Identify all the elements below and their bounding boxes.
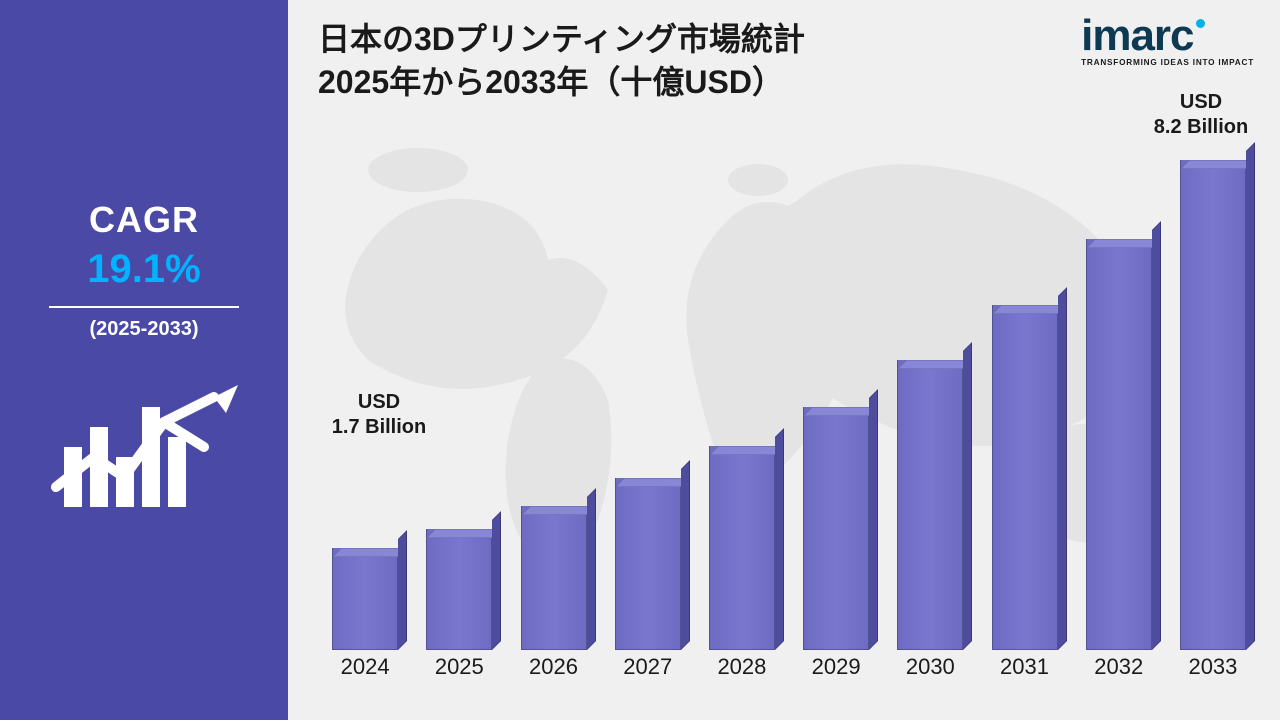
bar [992, 305, 1058, 650]
bar [521, 506, 587, 650]
x-axis-label: 2030 [883, 654, 977, 686]
title-line-1: 日本の3Dプリンティング市場統計 [318, 18, 805, 61]
callout-last-line2: 8.2 Billion [1136, 115, 1266, 140]
bar-slot [695, 446, 789, 650]
cagr-value: 19.1% [87, 247, 200, 292]
x-axis-label: 2029 [789, 654, 883, 686]
bar-slot [789, 407, 883, 650]
cagr-range: (2025-2033) [90, 318, 199, 341]
bar [1086, 239, 1152, 650]
bar [1180, 160, 1246, 650]
callout-last-line1: USD [1136, 90, 1266, 115]
bar-slot [601, 478, 695, 650]
bar-slot [506, 506, 600, 650]
bar-slot [1072, 239, 1166, 650]
title-line-2: 2025年から2033年（十億USD） [318, 61, 805, 104]
x-axis-label: 2031 [977, 654, 1071, 686]
bar-slot [1166, 160, 1260, 650]
x-axis-label: 2032 [1072, 654, 1166, 686]
chart-title: 日本の3Dプリンティング市場統計 2025年から2033年（十億USD） [318, 18, 805, 104]
x-axis-label: 2028 [695, 654, 789, 686]
bar [897, 360, 963, 650]
brand-logo: imarc TRANSFORMING IDEAS INTO IMPACT [1081, 16, 1254, 67]
bar-chart: USD 1.7 Billion USD 8.2 Billion 20242025… [318, 160, 1260, 686]
bar-slot [412, 529, 506, 650]
page: CAGR 19.1% (2025-2033) [0, 0, 1280, 720]
main-panel: 日本の3Dプリンティング市場統計 2025年から2033年（十億USD） ima… [288, 0, 1280, 720]
x-axis-label: 2024 [318, 654, 412, 686]
bar [615, 478, 681, 650]
callout-last: USD 8.2 Billion [1136, 90, 1266, 140]
x-axis-label: 2026 [506, 654, 600, 686]
bar [426, 529, 492, 650]
bar [332, 548, 398, 650]
bar-slot [977, 305, 1071, 650]
bar-slot [883, 360, 977, 650]
cagr-label: CAGR [89, 199, 199, 241]
sidebar: CAGR 19.1% (2025-2033) [0, 0, 288, 720]
x-axis-label: 2027 [601, 654, 695, 686]
logo-dot-icon [1196, 19, 1205, 28]
bar [709, 446, 775, 650]
bar-slot [318, 548, 412, 650]
x-axis-label: 2033 [1166, 654, 1260, 686]
divider [49, 306, 239, 308]
bar [803, 407, 869, 650]
logo-tagline: TRANSFORMING IDEAS INTO IMPACT [1081, 58, 1254, 67]
x-axis: 2024202520262027202820292030203120322033 [318, 654, 1260, 686]
x-axis-label: 2025 [412, 654, 506, 686]
growth-chart-icon [44, 367, 244, 522]
logo-text: imarc [1081, 11, 1193, 60]
bars-row [318, 160, 1260, 650]
